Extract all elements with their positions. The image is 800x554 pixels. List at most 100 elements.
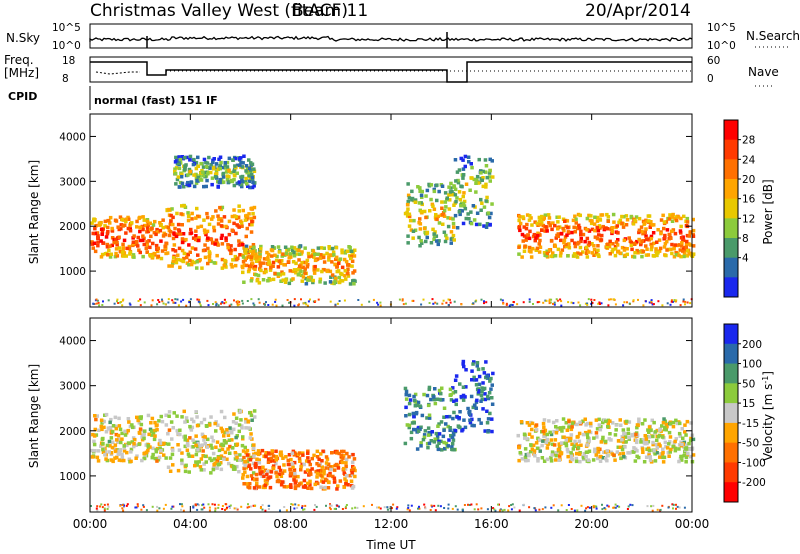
cpid-label: CPID	[8, 90, 37, 103]
echo-cell	[234, 231, 238, 236]
echo-cell	[680, 241, 684, 245]
echo-cell	[273, 253, 277, 257]
echo-cell	[110, 229, 115, 233]
echo-cell	[574, 217, 578, 221]
colorbar-tick-label: 4	[742, 253, 749, 265]
echo-cell	[344, 461, 348, 465]
echo-cell	[329, 504, 332, 507]
echo-cell	[245, 453, 250, 457]
echo-cell	[532, 303, 534, 305]
echo-cell	[121, 254, 126, 258]
echo-cell	[453, 187, 458, 192]
echo-cell	[455, 196, 459, 200]
echo-cell	[627, 236, 631, 240]
echo-cell	[392, 503, 395, 506]
echo-cell	[280, 480, 285, 484]
echo-cell	[667, 232, 671, 237]
echo-cell	[645, 247, 649, 251]
echo-cell	[594, 418, 599, 422]
echo-cell	[672, 507, 674, 510]
echo-cell	[196, 225, 200, 229]
echo-cell	[294, 479, 298, 483]
echo-cell	[313, 508, 316, 511]
echo-cell	[90, 448, 94, 453]
echo-cell	[129, 459, 133, 464]
echo-cell	[313, 482, 317, 487]
echo-cell	[288, 472, 293, 476]
echo-cell	[603, 507, 606, 509]
echo-cell	[652, 504, 655, 507]
echo-cell	[107, 505, 110, 508]
echo-cell	[114, 449, 118, 454]
echo-cell	[206, 172, 210, 176]
echo-cell	[277, 465, 281, 470]
echo-cell	[442, 440, 446, 445]
echo-cell	[178, 428, 182, 432]
echo-cell	[579, 443, 583, 447]
echo-cell	[247, 464, 251, 468]
echo-cell	[453, 300, 456, 303]
echo-cell	[566, 230, 571, 234]
echo-cell	[627, 505, 630, 508]
echo-cell	[624, 419, 629, 424]
echo-cell	[599, 238, 604, 242]
echo-cell	[655, 240, 659, 244]
echo-cell	[222, 434, 226, 438]
echo-cell	[290, 503, 293, 506]
echo-cell	[167, 264, 171, 268]
echo-cell	[485, 195, 489, 200]
echo-cell	[448, 428, 452, 432]
echo-cell	[209, 415, 213, 419]
echo-cell	[534, 441, 539, 445]
echo-cell	[171, 259, 175, 264]
colorbar-tick-label: 15	[742, 398, 755, 410]
echo-cell	[551, 251, 555, 255]
colorbar-tick-label: 8	[742, 233, 749, 245]
echo-cell	[181, 259, 186, 264]
echo-cell	[176, 161, 181, 165]
echo-cell	[585, 236, 590, 241]
echo-cell	[193, 504, 196, 507]
echo-cell	[328, 280, 333, 284]
echo-cell	[177, 448, 182, 452]
echo-cell	[481, 407, 485, 411]
colorbar-segment	[724, 198, 738, 219]
echo-cell	[510, 508, 513, 511]
colorbar-segment	[724, 159, 738, 180]
echo-cell	[183, 469, 188, 474]
echo-cell	[655, 446, 660, 450]
echo-cell	[484, 164, 489, 168]
echo-cell	[423, 429, 428, 433]
echo-cell	[517, 218, 521, 223]
echo-cell	[134, 506, 137, 509]
echo-cell	[554, 451, 558, 455]
echo-cell	[209, 162, 213, 167]
echo-cell	[223, 302, 226, 305]
echo-cell	[662, 220, 667, 224]
echo-cell	[678, 434, 682, 438]
echo-cell	[471, 405, 475, 410]
echo-cell	[342, 449, 346, 454]
echo-cell	[548, 430, 552, 435]
echo-cell	[687, 447, 691, 451]
echo-cell	[407, 425, 411, 430]
echo-cell	[163, 244, 167, 249]
colorbar-tick-label: 16	[742, 194, 756, 206]
echo-cell	[106, 253, 110, 257]
echo-cell	[556, 247, 561, 252]
echo-cell	[579, 233, 583, 237]
echo-cell	[619, 423, 623, 427]
echo-cell	[156, 303, 159, 306]
echo-cell	[322, 468, 326, 473]
echo-cell	[552, 302, 554, 305]
echo-cell	[451, 416, 455, 421]
echo-cell	[183, 420, 187, 424]
echo-cell	[611, 247, 615, 252]
echo-cell	[332, 476, 337, 480]
echo-cell	[196, 253, 200, 257]
echo-cell	[289, 457, 293, 462]
echo-cell	[637, 230, 641, 235]
echo-cell	[660, 424, 664, 428]
echo-cell	[412, 421, 416, 425]
echo-cell	[650, 301, 653, 304]
